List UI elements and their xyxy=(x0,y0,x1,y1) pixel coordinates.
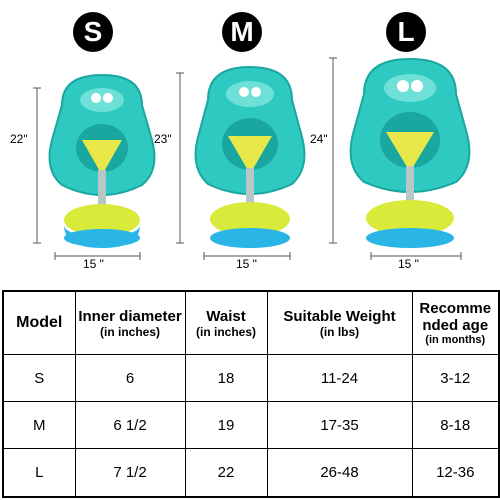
header-weight: Suitable Weight (in lbs) xyxy=(266,290,413,355)
table-row: M 6 1/2 19 17-35 8-18 xyxy=(2,401,500,450)
height-label-m: 23" xyxy=(154,132,172,146)
cell-weight: 26-48 xyxy=(266,448,413,498)
header-age: Recomme nded age (in months) xyxy=(411,290,500,355)
dimension-lines xyxy=(33,57,462,260)
size-letter: S xyxy=(83,16,103,47)
height-label-s: 22" xyxy=(10,132,28,146)
cell-weight: 17-35 xyxy=(266,401,413,450)
height-label-l: 24" xyxy=(310,132,328,146)
table-header-row: Model Inner diameter (in inches) Waist (… xyxy=(2,290,500,355)
width-label-s: 15 " xyxy=(83,257,104,271)
float-image-s xyxy=(48,73,156,248)
cell-model: M xyxy=(2,401,76,450)
cell-weight: 11-24 xyxy=(266,353,413,403)
header-model: Model xyxy=(2,290,76,355)
cell-waist: 22 xyxy=(184,448,268,498)
cell-inner-diameter: 7 1/2 xyxy=(74,448,186,498)
float-image-m xyxy=(194,65,306,248)
size-letter: M xyxy=(230,16,254,47)
size-badge-s: S xyxy=(73,12,113,52)
table-row: L 7 1/2 22 26-48 12-36 xyxy=(2,448,500,498)
size-badge-l: L xyxy=(386,12,426,52)
width-label-m: 15 " xyxy=(236,257,257,271)
width-label-l: 15 " xyxy=(398,257,419,271)
cell-age: 3-12 xyxy=(411,353,500,403)
cell-age: 12-36 xyxy=(411,448,500,498)
cell-inner-diameter: 6 1/2 xyxy=(74,401,186,450)
size-badge-m: M xyxy=(222,12,262,52)
cell-age: 8-18 xyxy=(411,401,500,450)
header-inner-diameter: Inner diameter (in inches) xyxy=(74,290,186,355)
table-row: S 6 18 11-24 3-12 xyxy=(2,353,500,403)
size-letter: L xyxy=(397,16,415,47)
float-image-l xyxy=(349,57,471,248)
cell-inner-diameter: 6 xyxy=(74,353,186,403)
cell-model: S xyxy=(2,353,76,403)
cell-model: L xyxy=(2,448,76,498)
cell-waist: 18 xyxy=(184,353,268,403)
size-chart-table: Model Inner diameter (in inches) Waist (… xyxy=(2,290,500,498)
header-waist: Waist (in inches) xyxy=(184,290,268,355)
cell-waist: 19 xyxy=(184,401,268,450)
